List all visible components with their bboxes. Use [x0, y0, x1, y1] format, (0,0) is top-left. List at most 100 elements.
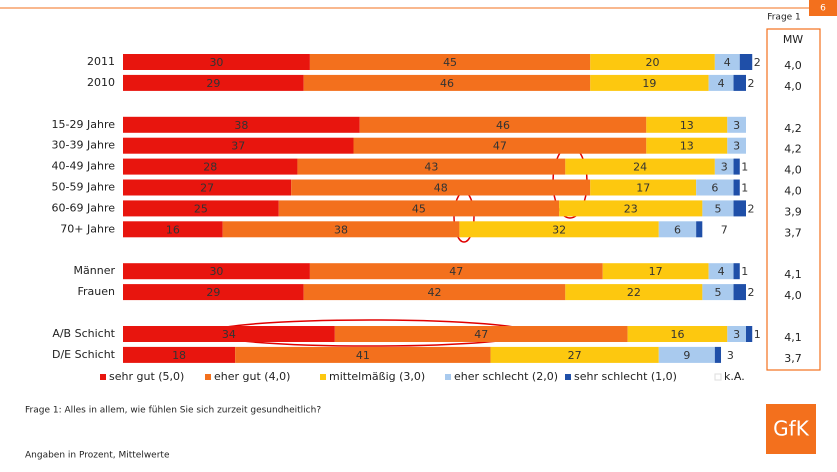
bar-segment: [123, 346, 236, 363]
mean-value: 3,9: [784, 205, 802, 218]
segment-label: 38: [334, 223, 348, 236]
segment-label: 30: [209, 265, 223, 278]
bar-segment: [459, 221, 659, 238]
bar-segment: [733, 263, 740, 280]
bar-segment: [123, 116, 360, 133]
mean-value: 3,7: [784, 352, 802, 365]
segment-label: 17: [636, 182, 650, 195]
bar-segment: [359, 116, 647, 133]
question: Frage 1: Alles in allem, wie fühlen Sie …: [25, 406, 321, 416]
segment-label: 45: [443, 56, 457, 69]
segment-label: 16: [166, 223, 180, 236]
segment-label: 24: [633, 161, 647, 174]
segment-label: 20: [646, 56, 660, 69]
bar-segment: [309, 263, 603, 280]
bar-segment: [727, 137, 746, 154]
segment-label: 27: [200, 182, 214, 195]
page-box: [809, 0, 837, 16]
bar-segment: [123, 200, 279, 217]
segment-label: 23: [624, 202, 638, 215]
mean-value: 4,0: [784, 289, 802, 302]
segment-label: 37: [231, 140, 245, 153]
page-number: 6: [820, 4, 826, 14]
row-label: 50-59 Jahre: [52, 181, 116, 194]
bar-segment: [696, 221, 703, 238]
segment-label: 2: [748, 286, 755, 299]
row-label: A/B Schicht: [52, 327, 115, 340]
bar-segment: [353, 137, 647, 154]
segment-label: 2: [748, 77, 755, 90]
segment-label: 4: [718, 77, 725, 90]
legend-label: sehr gut (5,0): [109, 370, 184, 383]
bar-segment: [123, 158, 298, 175]
segment-label: 22: [627, 286, 641, 299]
bar-segment: [627, 326, 728, 342]
segment-label: 17: [649, 265, 663, 278]
legend-swatch: [320, 374, 326, 380]
bar-segment: [559, 200, 703, 217]
bar-segment: [708, 74, 734, 91]
segment-label: 4: [724, 56, 731, 69]
row-label: D/E Schicht: [52, 348, 116, 361]
row-label: 30-39 Jahre: [52, 139, 116, 152]
segment-label: 1: [741, 265, 748, 278]
bar-segment: [303, 74, 591, 91]
legend-label: k.A.: [724, 370, 745, 383]
bar-segment: [291, 179, 591, 196]
mean-box: [766, 28, 821, 371]
segment-label: 5: [714, 202, 721, 215]
segment-label: 28: [203, 161, 217, 174]
row-label: Frauen: [77, 285, 115, 298]
segment-label: 48: [434, 182, 448, 195]
bar-segment: [334, 326, 628, 342]
mean-value: 4,1: [784, 268, 802, 281]
segment-label: 3: [721, 161, 728, 174]
bar-segment: [565, 158, 715, 175]
segment-label: 2: [748, 202, 755, 215]
bar-segment: [123, 326, 335, 342]
row-label: 2011: [87, 55, 115, 68]
bar-segment: [123, 179, 292, 196]
segment-label: 18: [172, 349, 186, 362]
bar-segment: [702, 200, 734, 217]
segment-label: 6: [711, 182, 718, 195]
legend-label: mittelmäßig (3,0): [329, 370, 425, 383]
mean-value: 4,1: [784, 331, 802, 344]
row-label: 70+ Jahre: [60, 222, 115, 235]
segment-label: 27: [568, 349, 582, 362]
logo-box: [766, 404, 816, 454]
bar-segment: [658, 221, 697, 238]
mean-value: 4,0: [784, 185, 802, 198]
segment-label: 19: [642, 77, 656, 90]
segment-label: 34: [222, 328, 236, 341]
bar-segment: [702, 284, 734, 301]
mean-value: 4,0: [784, 164, 802, 177]
segment-label: 30: [209, 56, 223, 69]
bar-segment: [565, 284, 703, 301]
bar-segment: [746, 326, 753, 342]
bar-segment: [222, 221, 460, 238]
bar-segment: [123, 284, 304, 301]
bar-segment: [123, 74, 304, 91]
bar-segment: [733, 200, 746, 217]
row-label: 60-69 Jahre: [52, 201, 116, 214]
segment-label: 16: [670, 328, 684, 341]
bar-segment: [733, 284, 746, 301]
legend-swatch: [205, 374, 211, 380]
segment-label: 1: [741, 161, 748, 174]
segment-label: 3: [733, 119, 740, 132]
row-label: Männer: [74, 264, 116, 277]
segment-label: 29: [206, 286, 220, 299]
legend-swatch: [445, 374, 451, 380]
bar-segment: [708, 263, 734, 280]
bar-segment: [123, 137, 354, 154]
bar-segment: [646, 137, 728, 154]
segment-label: 46: [440, 77, 454, 90]
legend-swatch: [565, 374, 571, 380]
bar-segment: [721, 346, 740, 363]
segment-label: 3: [727, 349, 734, 362]
annotations: [207, 145, 588, 347]
mean-value: 4,2: [784, 143, 802, 156]
segment-label: 4: [718, 265, 725, 278]
